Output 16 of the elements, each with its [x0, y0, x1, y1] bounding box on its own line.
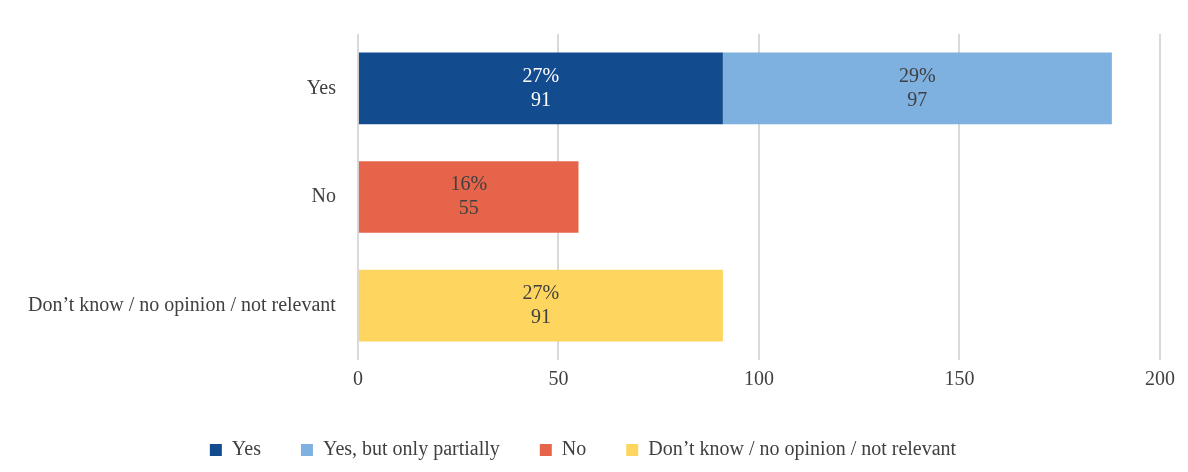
data-label: 16% 55 [450, 172, 488, 219]
legend-label: No [561, 437, 587, 460]
legend-label: Yes [231, 437, 262, 460]
x-tick-label: 150 [944, 367, 975, 390]
y-tick-label: No [311, 184, 336, 207]
x-tick-label: 200 [1145, 367, 1175, 390]
x-tick-label: 100 [743, 367, 774, 390]
x-tick-label: 50 [548, 367, 569, 390]
data-label: 27% 91 [522, 280, 560, 327]
y-tick-label: Don’t know / no opinion / not relevant [27, 292, 337, 316]
data-label: 29% 97 [899, 63, 936, 110]
legend-label: Don’t know / no opinion / not relevant [648, 437, 957, 461]
y-tick-label: Yes [306, 75, 337, 98]
legend-label: Yes, but only partially [322, 437, 500, 461]
x-tick-label: 0 [352, 367, 363, 390]
data-label: 27% 91 [522, 63, 560, 110]
